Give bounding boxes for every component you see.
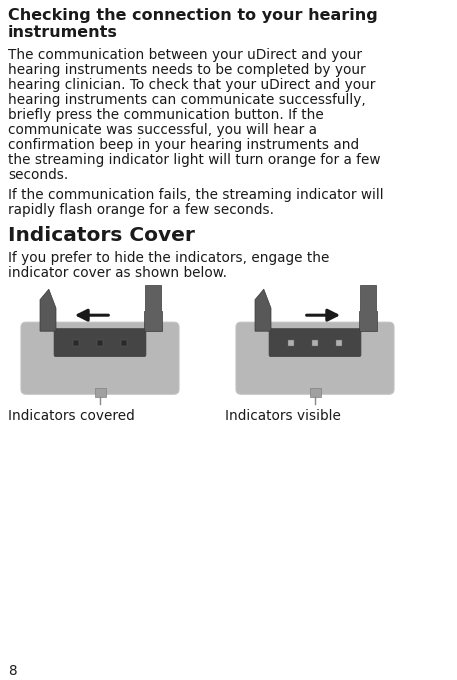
Polygon shape xyxy=(40,289,56,331)
Text: hearing instruments needs to be completed by your: hearing instruments needs to be complete… xyxy=(8,63,366,77)
Text: seconds.: seconds. xyxy=(8,168,68,182)
Text: indicator cover as shown below.: indicator cover as shown below. xyxy=(8,266,227,280)
Bar xyxy=(336,339,342,345)
Text: Checking the connection to your hearing: Checking the connection to your hearing xyxy=(8,8,378,23)
Text: Indicators covered: Indicators covered xyxy=(8,409,135,423)
Bar xyxy=(95,388,106,397)
FancyBboxPatch shape xyxy=(269,328,361,356)
Text: Indicators Cover: Indicators Cover xyxy=(8,226,195,245)
Text: hearing clinician. To check that your uDirect and your: hearing clinician. To check that your uD… xyxy=(8,78,375,92)
Text: rapidly flash orange for a few seconds.: rapidly flash orange for a few seconds. xyxy=(8,203,274,217)
Text: hearing instruments can communicate successfully,: hearing instruments can communicate succ… xyxy=(8,93,366,107)
Text: If you prefer to hide the indicators, engage the: If you prefer to hide the indicators, en… xyxy=(8,251,329,265)
Polygon shape xyxy=(359,285,377,331)
Bar xyxy=(73,339,80,345)
FancyBboxPatch shape xyxy=(236,322,394,394)
Text: If the communication fails, the streaming indicator will: If the communication fails, the streamin… xyxy=(8,188,383,202)
Text: instruments: instruments xyxy=(8,25,118,40)
Bar xyxy=(312,339,318,345)
FancyBboxPatch shape xyxy=(21,322,179,394)
Text: briefly press the communication button. If the: briefly press the communication button. … xyxy=(8,108,324,122)
Text: Indicators visible: Indicators visible xyxy=(225,409,341,423)
Text: communicate was successful, you will hear a: communicate was successful, you will hea… xyxy=(8,123,317,137)
Polygon shape xyxy=(144,285,162,331)
FancyBboxPatch shape xyxy=(54,328,146,356)
Text: The communication between your uDirect and your: The communication between your uDirect a… xyxy=(8,48,362,62)
Text: the streaming indicator light will turn orange for a few: the streaming indicator light will turn … xyxy=(8,153,381,167)
Bar xyxy=(288,339,294,345)
Text: confirmation beep in your hearing instruments and: confirmation beep in your hearing instru… xyxy=(8,138,359,152)
Bar xyxy=(309,388,320,397)
Polygon shape xyxy=(255,289,271,331)
Bar xyxy=(97,339,103,345)
Text: 8: 8 xyxy=(8,664,16,678)
Bar xyxy=(121,339,127,345)
